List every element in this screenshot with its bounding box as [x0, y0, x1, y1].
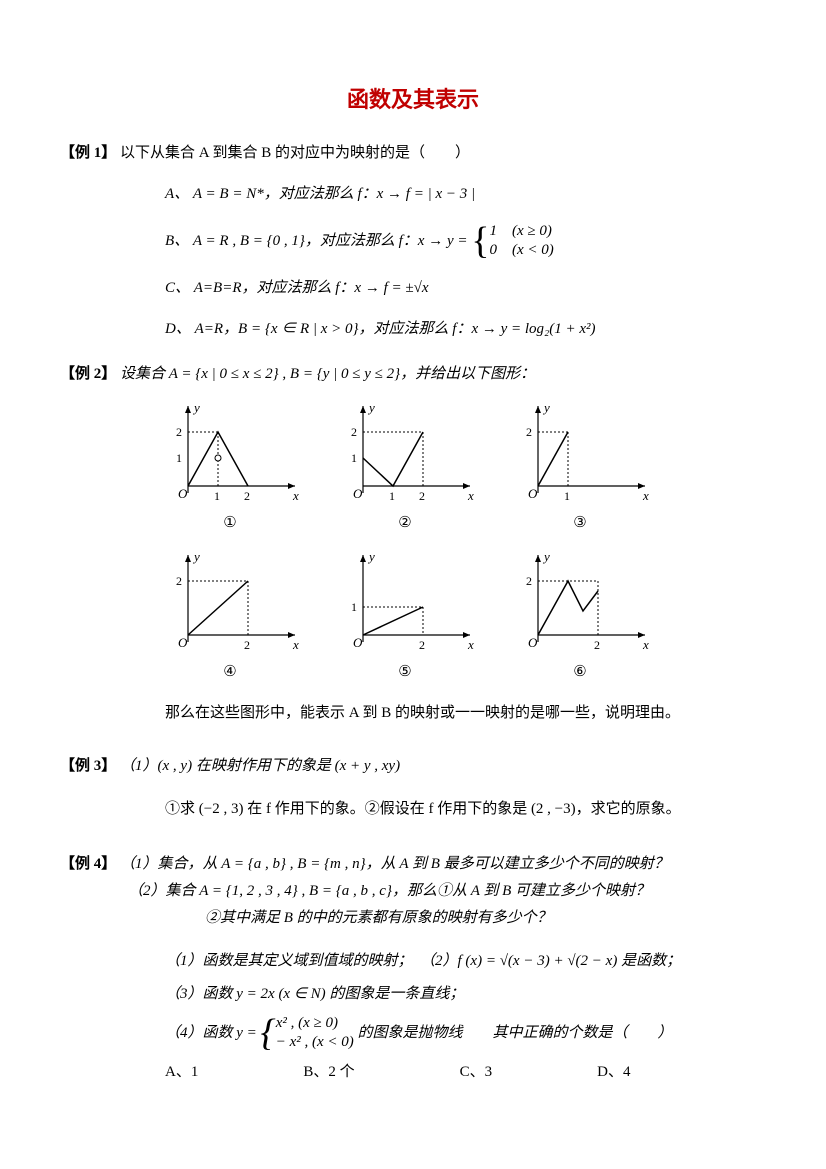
graphs-row-2: x y O 2 2 ④ x y O 2 1	[160, 547, 766, 686]
ex4-head: 【例 4】	[60, 856, 116, 872]
ex4-choices: A、1 B、2 个 C、3 D、4	[165, 1059, 766, 1086]
svg-text:y: y	[367, 549, 375, 564]
example-1: 【例 1】 以下从集合 A 到集合 B 的对应中为映射的是（ ） A、 A = …	[60, 140, 766, 343]
page-title: 函数及其表示	[60, 80, 766, 120]
svg-text:x: x	[642, 637, 649, 652]
ex4-s3-case1: x² , (x ≥ 0)	[276, 1014, 354, 1034]
svg-text:1: 1	[214, 489, 220, 503]
example-2: 【例 2】 设集合 A = {x | 0 ≤ x ≤ 2} , B = {y |…	[60, 361, 766, 727]
svg-text:O: O	[178, 635, 188, 650]
svg-text:2: 2	[526, 574, 532, 588]
ex1-option-c: C、 A=B=R，对应法那么 f：x → f = ±√x	[165, 275, 766, 302]
ex3-sub: ①求 (−2 , 3) 在 f 作用下的象。②假设在 f 作用下的象是 (2 ,…	[165, 796, 766, 823]
svg-text:y: y	[192, 400, 200, 415]
svg-text:O: O	[178, 486, 188, 501]
svg-text:1: 1	[351, 600, 357, 614]
ex4-l2: （2）集合 A = {1, 2 , 3 , 4} , B = {a , b , …	[128, 878, 766, 905]
graph-6-label: ⑥	[510, 659, 650, 686]
ex2-head: 【例 2】	[60, 366, 116, 382]
ex1-question: 以下从集合 A 到集合 B 的对应中为映射的是（ ）	[120, 145, 470, 161]
ex1-b-pre: B、 A = R , B = {0 , 1}，对应法那么 f：x → y =	[165, 233, 471, 249]
ex4-s3-pre: （4）函数 y =	[165, 1025, 261, 1041]
svg-text:2: 2	[176, 425, 182, 439]
ex1-c-text: C、 A=B=R，对应法那么 f：x → f = ±√x	[165, 280, 428, 296]
ex4-s1: （1）函数是其定义域到值域的映射； （2）f (x) = √(x − 3) + …	[165, 948, 766, 975]
choice-d: D、4	[597, 1059, 630, 1086]
ex4-s3: （4）函数 y = { x² , (x ≥ 0) − x² , (x < 0) …	[165, 1014, 766, 1053]
svg-text:x: x	[642, 488, 649, 503]
svg-text:O: O	[353, 486, 363, 501]
svg-text:O: O	[353, 635, 363, 650]
svg-text:1: 1	[176, 451, 182, 465]
ex3-head: 【例 3】	[60, 758, 116, 774]
svg-text:2: 2	[351, 425, 357, 439]
brace-icon: {	[471, 222, 489, 260]
svg-text:1: 1	[389, 489, 395, 503]
svg-text:x: x	[292, 488, 299, 503]
svg-text:O: O	[528, 635, 538, 650]
svg-text:2: 2	[419, 489, 425, 503]
ex1-b-case2: 0 (x < 0)	[489, 241, 553, 261]
svg-text:x: x	[467, 637, 474, 652]
ex1-d-text: D、 A=R，B = {x ∈ R | x > 0}，对应法那么 f：x → y…	[165, 321, 596, 337]
graph-3-label: ③	[510, 510, 650, 537]
choice-b: B、2 个	[303, 1059, 354, 1086]
graph-2: x y O 1 2 1 2 ②	[335, 398, 475, 537]
ex4-l1: （1）集合，从 A = {a , b} , B = {m , n}，从 A 到 …	[120, 856, 669, 872]
svg-text:x: x	[292, 637, 299, 652]
graph-1-label: ①	[160, 510, 300, 537]
ex4-s3-case2: − x² , (x < 0)	[276, 1033, 354, 1053]
graph-1: x y O 1 2 1 2 ①	[160, 398, 300, 537]
svg-text:y: y	[192, 549, 200, 564]
graph-5: x y O 2 1 ⑤	[335, 547, 475, 686]
ex3-question: （1）(x , y) 在映射作用下的象是 (x + y , xy)	[120, 758, 400, 774]
example-4: 【例 4】 （1）集合，从 A = {a , b} , B = {m , n}，…	[60, 851, 766, 1086]
graph-3: x y O 1 2 ③	[510, 398, 650, 537]
ex1-option-b: B、 A = R , B = {0 , 1}，对应法那么 f：x → y = {…	[165, 222, 766, 261]
svg-text:2: 2	[244, 638, 250, 652]
graph-2-label: ②	[335, 510, 475, 537]
graph-4-label: ④	[160, 659, 300, 686]
brace-icon: {	[261, 1014, 276, 1052]
ex1-b-case1: 1 (x ≥ 0)	[489, 222, 553, 242]
ex4-s2: （3）函数 y = 2x (x ∈ N) 的图象是一条直线；	[165, 981, 766, 1008]
ex4-s3-post: 的图象是抛物线 其中正确的个数是（ ）	[358, 1025, 673, 1041]
svg-text:y: y	[367, 400, 375, 415]
svg-text:x: x	[467, 488, 474, 503]
svg-text:y: y	[542, 400, 550, 415]
svg-text:2: 2	[419, 638, 425, 652]
choice-a: A、1	[165, 1059, 198, 1086]
svg-text:2: 2	[594, 638, 600, 652]
ex1-head: 【例 1】	[60, 145, 116, 161]
choice-c: C、3	[460, 1059, 493, 1086]
ex2-tail: 那么在这些图形中，能表示 A 到 B 的映射或一一映射的是哪一些，说明理由。	[165, 700, 766, 727]
svg-text:1: 1	[564, 489, 570, 503]
svg-text:y: y	[542, 549, 550, 564]
svg-text:1: 1	[351, 451, 357, 465]
svg-text:O: O	[528, 486, 538, 501]
ex1-option-a: A、 A = B = N*，对应法那么 f：x → f = | x − 3 |	[165, 181, 766, 208]
ex4-l3: ②其中满足 B 的中的元素都有原象的映射有多少个？	[205, 905, 766, 932]
svg-text:2: 2	[244, 489, 250, 503]
svg-text:2: 2	[176, 574, 182, 588]
graph-6: x y O 2 2 ⑥	[510, 547, 650, 686]
ex1-a-text: A、 A = B = N*，对应法那么 f：x → f = | x − 3 |	[165, 186, 475, 202]
svg-text:2: 2	[526, 425, 532, 439]
example-3: 【例 3】 （1）(x , y) 在映射作用下的象是 (x + y , xy) …	[60, 753, 766, 823]
graphs-row-1: x y O 1 2 1 2 ①	[160, 398, 766, 537]
graph-4: x y O 2 2 ④	[160, 547, 300, 686]
ex2-question: 设集合 A = {x | 0 ≤ x ≤ 2} , B = {y | 0 ≤ y…	[120, 366, 535, 382]
graph-5-label: ⑤	[335, 659, 475, 686]
ex1-option-d: D、 A=R，B = {x ∈ R | x > 0}，对应法那么 f：x → y…	[165, 316, 766, 343]
